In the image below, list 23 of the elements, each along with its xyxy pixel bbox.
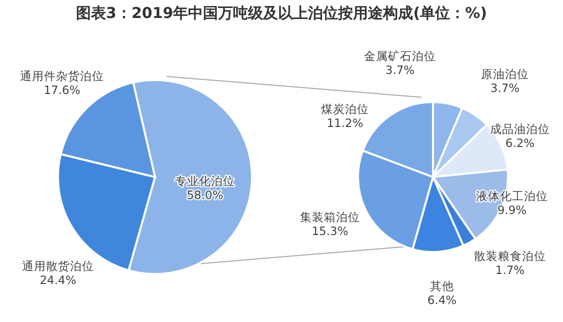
- data-label: 3.7%: [385, 63, 415, 77]
- data-label: 17.6%: [44, 83, 80, 97]
- slice-label: 其他: [430, 279, 454, 293]
- slice-label: 金属矿石泊位: [364, 49, 436, 63]
- slice-label: 集装箱泊位: [300, 210, 360, 224]
- data-label: 3.7%: [490, 81, 520, 95]
- data-label: 6.2%: [505, 136, 535, 150]
- data-label: 9.9%: [497, 203, 527, 217]
- slice-label: 专业化泊位: [175, 174, 235, 188]
- slice-label: 成品油泊位: [490, 122, 550, 136]
- slice-label: 通用件杂货泊位: [20, 69, 104, 83]
- slice-label: 液体化工泊位: [476, 189, 548, 203]
- data-label: 58.0%: [186, 188, 224, 202]
- slice-label: 煤炭泊位: [321, 102, 369, 116]
- data-label: 15.3%: [312, 224, 348, 238]
- data-label: 1.7%: [495, 263, 525, 277]
- slice-label: 通用散货泊位: [22, 259, 94, 273]
- slice-label: 原油泊位: [481, 67, 529, 81]
- text: 图表3：2019年中国万吨级及以上泊位按用途构成(单位：%): [75, 4, 488, 23]
- data-label: 6.4%: [427, 293, 457, 307]
- data-label: 24.4%: [40, 273, 76, 287]
- slice-label: 散装粮食泊位: [474, 249, 546, 263]
- data-label: 11.2%: [326, 116, 364, 130]
